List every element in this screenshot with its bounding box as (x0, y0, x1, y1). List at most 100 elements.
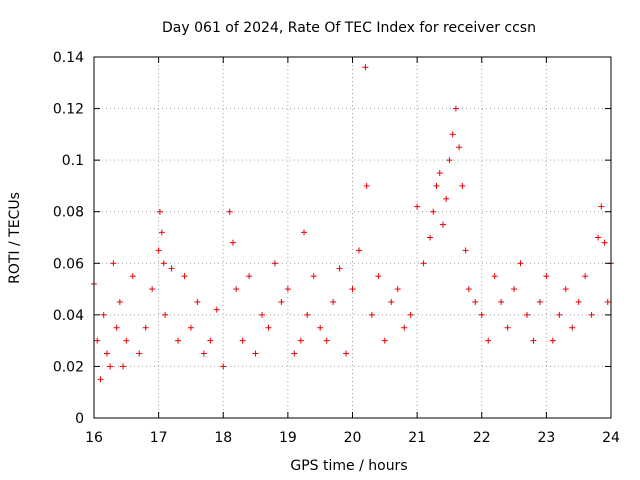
x-tick-label: 17 (150, 430, 168, 446)
data-point (436, 170, 443, 177)
y-tick-label: 0.1 (62, 153, 84, 169)
data-point (239, 337, 246, 344)
data-point (291, 350, 298, 357)
grid-lines (94, 57, 611, 418)
data-point (129, 273, 136, 280)
data-point (97, 376, 104, 383)
x-tick-label: 16 (85, 430, 103, 446)
data-point (284, 286, 291, 293)
data-point (598, 203, 605, 210)
data-point (462, 247, 469, 254)
data-point (595, 234, 602, 241)
y-tick-label: 0.08 (53, 205, 84, 221)
data-point (301, 229, 308, 236)
data-point (349, 286, 356, 293)
data-point (123, 337, 130, 344)
data-point (407, 311, 414, 318)
data-point (278, 298, 285, 305)
data-point (149, 286, 156, 293)
data-point (246, 273, 253, 280)
y-tick-labels: 0 0.02 0.04 0.06 0.08 0.1 0.12 0.14 (53, 50, 84, 427)
data-point (160, 260, 167, 267)
data-point (523, 311, 530, 318)
data-point (297, 337, 304, 344)
x-tick-label: 24 (602, 430, 620, 446)
data-point (601, 239, 608, 246)
data-point (194, 298, 201, 305)
data-point (323, 337, 330, 344)
data-point (120, 363, 127, 370)
data-point (259, 311, 266, 318)
data-point (401, 324, 408, 331)
x-axis-label: GPS time / hours (290, 458, 407, 474)
data-point (582, 273, 589, 280)
data-point (200, 350, 207, 357)
data-point (575, 298, 582, 305)
x-tick-label: 22 (473, 430, 491, 446)
data-point (142, 324, 149, 331)
y-tick-label: 0.14 (53, 50, 84, 66)
x-tick-label: 18 (214, 430, 232, 446)
x-tick-label: 21 (408, 430, 426, 446)
data-point (330, 298, 337, 305)
data-point (485, 337, 492, 344)
data-point (430, 208, 437, 215)
data-point (226, 208, 233, 215)
scatter-points (91, 64, 614, 383)
data-point (511, 286, 518, 293)
data-point (388, 298, 395, 305)
data-point (443, 195, 450, 202)
data-point (588, 311, 595, 318)
data-point (310, 273, 317, 280)
x-tick-label: 19 (279, 430, 297, 446)
data-point (336, 265, 343, 272)
y-tick-label: 0.02 (53, 359, 84, 375)
data-point (543, 273, 550, 280)
data-point (271, 260, 278, 267)
data-point (549, 337, 556, 344)
data-point (100, 311, 107, 318)
x-tick-labels: 16 17 18 19 20 21 22 23 24 (85, 430, 620, 446)
data-point (363, 182, 370, 189)
data-point (156, 208, 163, 215)
y-tick-label: 0.12 (53, 102, 84, 118)
data-point (530, 337, 537, 344)
data-point (252, 350, 259, 357)
data-point (168, 265, 175, 272)
data-point (158, 229, 165, 236)
data-point (414, 203, 421, 210)
data-point (381, 337, 388, 344)
data-point (465, 286, 472, 293)
data-point (556, 311, 563, 318)
y-tick-label: 0.06 (53, 256, 84, 272)
data-point (504, 324, 511, 331)
data-point (452, 105, 459, 112)
data-point (187, 324, 194, 331)
data-point (116, 298, 123, 305)
data-point (355, 247, 362, 254)
data-point (439, 221, 446, 228)
data-point (433, 182, 440, 189)
data-point (265, 324, 272, 331)
data-point (362, 64, 369, 71)
data-point (304, 311, 311, 318)
x-tick-label: 20 (344, 430, 362, 446)
data-point (175, 337, 182, 344)
data-point (162, 311, 169, 318)
x-tick-label: 23 (537, 430, 555, 446)
data-point (517, 260, 524, 267)
data-point (394, 286, 401, 293)
chart-title: Day 061 of 2024, Rate Of TEC Index for r… (162, 20, 536, 36)
data-point (375, 273, 382, 280)
data-point (491, 273, 498, 280)
data-point (472, 298, 479, 305)
y-axis-label: ROTI / TECUs (7, 192, 23, 284)
data-point (155, 247, 162, 254)
data-point (498, 298, 505, 305)
data-point (103, 350, 110, 357)
y-tick-label: 0.04 (53, 308, 84, 324)
data-point (233, 286, 240, 293)
data-point (446, 157, 453, 164)
data-point (536, 298, 543, 305)
